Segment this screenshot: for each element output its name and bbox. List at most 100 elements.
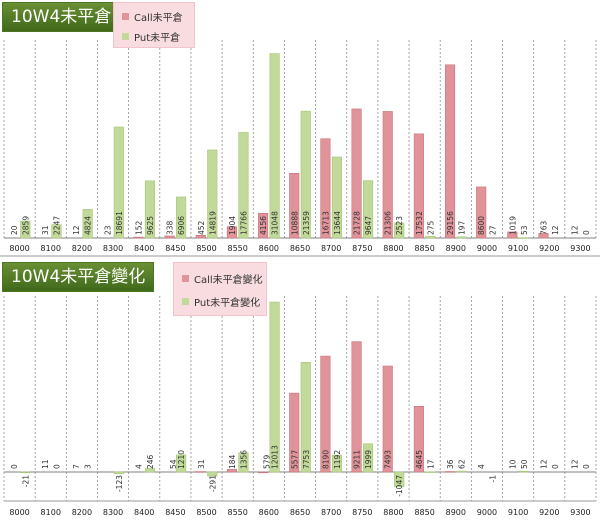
data-label-put: 50 xyxy=(520,459,529,469)
data-label-call: 17532 xyxy=(415,211,424,235)
bar-call xyxy=(226,469,237,473)
data-label-call: 8190 xyxy=(321,450,330,469)
data-label-call: 11 xyxy=(41,459,50,469)
legend-swatch-call xyxy=(122,13,129,20)
x-tick-label: 8600 xyxy=(259,244,279,253)
bar-put xyxy=(300,362,311,473)
legend-label-put: Put未平倉 xyxy=(134,33,181,44)
data-label-put: 7753 xyxy=(302,450,311,469)
data-label-put: 14819 xyxy=(208,211,217,235)
x-tick-label: 9100 xyxy=(508,244,528,253)
data-label-put: 18691 xyxy=(115,211,124,235)
data-label-call: 184 xyxy=(228,454,237,469)
x-tick-label: 9200 xyxy=(539,244,559,253)
data-label-call: 7493 xyxy=(384,450,393,469)
x-tick-label: 8900 xyxy=(446,244,466,253)
x-tick-label: 8850 xyxy=(414,508,434,517)
legend-item-call-change: Call未平倉變化 xyxy=(182,271,263,286)
data-label-extra: 579 xyxy=(262,454,271,469)
data-label-put: 275 xyxy=(426,220,435,235)
bar-put xyxy=(456,236,467,239)
data-label-call: 23 xyxy=(103,225,112,235)
x-tick-label: 8750 xyxy=(352,244,372,253)
data-label-put: 1999 xyxy=(364,450,373,469)
x-tick-label: 8000 xyxy=(9,244,29,253)
bar-call xyxy=(476,186,487,239)
bar-put xyxy=(51,224,62,239)
x-tick-label: 8600 xyxy=(259,508,279,517)
x-tick-label: 8300 xyxy=(103,508,123,517)
data-label-call: 10888 xyxy=(290,211,299,235)
x-tick-label: 8550 xyxy=(228,244,248,253)
x-tick-label: 8700 xyxy=(321,244,341,253)
bar-put xyxy=(207,471,218,477)
bar-put xyxy=(518,237,529,239)
data-label-put: 4824 xyxy=(84,216,93,235)
data-label-call: 12 xyxy=(571,459,580,469)
bar-call xyxy=(413,405,424,473)
bar-call xyxy=(538,233,549,239)
data-label-call: 5577 xyxy=(290,450,299,469)
bar-call xyxy=(507,231,518,239)
bar-call xyxy=(164,235,175,239)
legend-label-call: Call未平倉 xyxy=(134,13,183,24)
data-label-put: 21359 xyxy=(302,211,311,235)
x-tick-label: 8500 xyxy=(196,508,216,517)
chart-title-top: 10W4未平倉 xyxy=(2,2,121,32)
bar-put xyxy=(144,468,156,473)
bar-call xyxy=(195,471,206,473)
data-label-put: 17766 xyxy=(239,211,248,235)
data-label-call: 12 xyxy=(571,225,580,235)
data-label-call: 12 xyxy=(540,459,549,469)
legend-item-put-change: Put未平倉變化 xyxy=(182,294,260,309)
bar-put xyxy=(176,454,187,473)
data-label-call: 1019 xyxy=(508,216,517,235)
data-label-put: 3 xyxy=(84,464,93,469)
data-label-call: 36 xyxy=(446,459,455,469)
bar-put xyxy=(20,471,31,474)
bar-put xyxy=(425,236,436,239)
data-label-put: 0 xyxy=(582,464,591,469)
x-tick-label: 9000 xyxy=(477,508,497,517)
x-tick-label: 8550 xyxy=(228,508,248,517)
data-label-call: 152 xyxy=(134,220,143,235)
data-label-put: 9647 xyxy=(364,216,373,235)
data-label-call: 4 xyxy=(477,464,486,469)
bar-call xyxy=(289,173,300,239)
bar-call xyxy=(289,392,300,473)
x-tick-label: 8500 xyxy=(196,244,216,253)
bar-put xyxy=(238,452,249,473)
bar-put xyxy=(144,180,156,239)
data-label-put: 6906 xyxy=(177,216,186,235)
data-label-put: 246 xyxy=(146,454,155,469)
bar-put xyxy=(269,301,280,473)
bar-call xyxy=(351,108,362,239)
x-tick-label: 8650 xyxy=(290,244,310,253)
data-label-extra: 54 xyxy=(169,459,178,469)
bar-call xyxy=(133,236,144,239)
data-label-put: 1356 xyxy=(239,450,248,469)
bar-put xyxy=(363,180,374,239)
bar-call xyxy=(320,355,331,473)
data-label-call: 21306 xyxy=(384,211,393,235)
data-label-put: -123 xyxy=(115,475,124,492)
bar-put xyxy=(113,126,124,239)
data-label-call: 10 xyxy=(508,459,517,469)
x-tick-label: 8300 xyxy=(103,244,123,253)
x-tick-label: 9000 xyxy=(477,244,497,253)
data-label-call: 31 xyxy=(41,225,50,235)
bar-call xyxy=(320,138,331,239)
data-label-put: 53 xyxy=(520,225,529,235)
data-label-put: 2859 xyxy=(21,216,30,235)
x-tick-label: 9300 xyxy=(570,508,590,517)
bar-put xyxy=(394,471,405,488)
legend-item-put: Put未平倉 xyxy=(122,29,180,44)
data-label-call: 8600 xyxy=(477,216,486,235)
bar-put xyxy=(82,209,93,239)
x-tick-label: 8450 xyxy=(165,508,185,517)
data-label-put: 0 xyxy=(582,230,591,235)
bar-put xyxy=(20,220,31,239)
bar-call xyxy=(258,471,269,474)
data-label-call: 338 xyxy=(166,220,175,235)
